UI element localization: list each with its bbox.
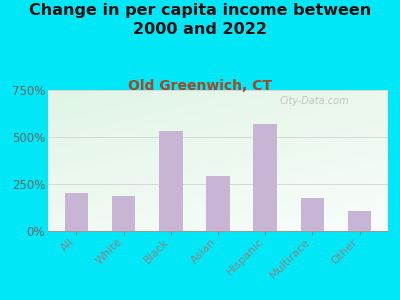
Bar	[64, 194, 88, 231]
Text: City-Data.com: City-Data.com	[279, 96, 349, 106]
Text: Change in per capita income between
2000 and 2022: Change in per capita income between 2000…	[29, 3, 371, 37]
Bar	[254, 124, 277, 231]
Bar	[348, 211, 372, 231]
Bar	[206, 176, 230, 231]
Bar	[301, 198, 324, 231]
Text: Old Greenwich, CT: Old Greenwich, CT	[128, 80, 272, 94]
Bar	[112, 196, 135, 231]
Bar	[159, 131, 182, 231]
